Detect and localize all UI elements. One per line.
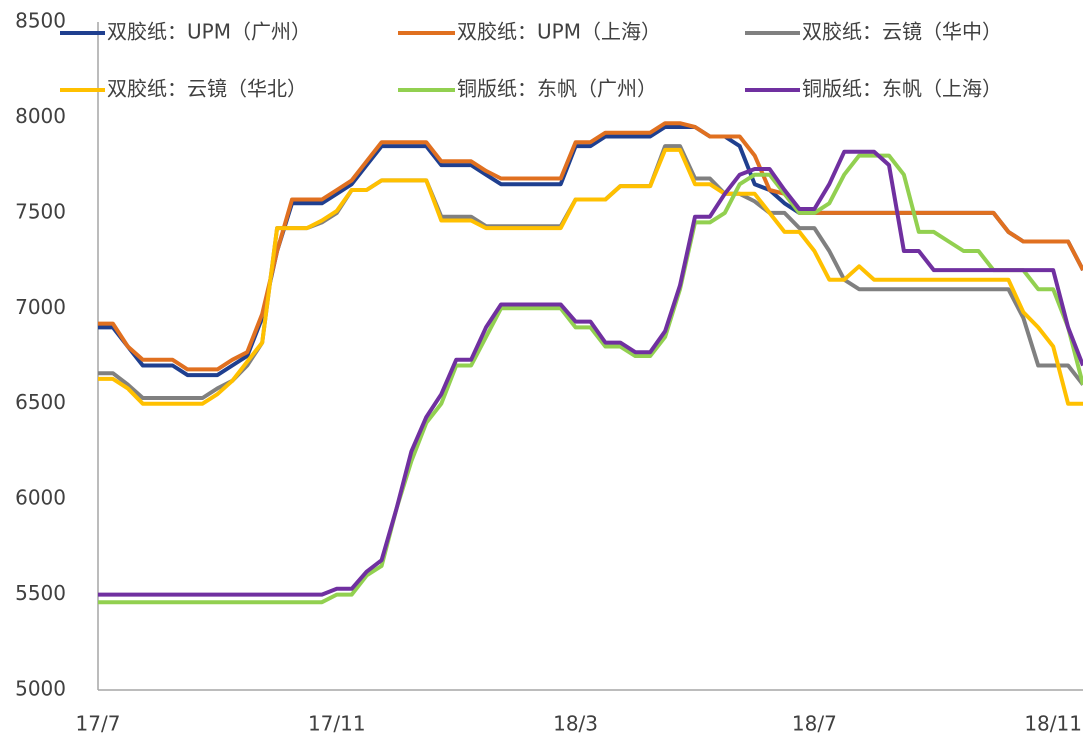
x-tick-label: 18/3 [553,712,598,736]
series-line [98,125,1083,378]
legend-label: 铜版纸：东帆（上海） [802,77,1002,101]
series-line [98,121,1083,372]
x-tick-label: 18/11 [1024,712,1082,736]
series-line [98,149,1083,597]
y-tick-label: 5000 [15,677,66,701]
legend-label: 双胶纸：UPM（广州） [107,20,311,44]
y-tick-label: 8000 [15,104,66,128]
y-tick-label: 5500 [15,581,66,605]
series-line [98,153,1083,605]
y-tick-label: 7000 [15,295,66,319]
y-tick-label: 7500 [15,199,66,223]
x-tick-label: 17/11 [308,712,366,736]
y-tick-label: 6000 [15,486,66,510]
x-tick-label: 18/7 [792,712,837,736]
legend-label: 铜版纸：东帆（广州） [457,77,657,101]
y-tick-label: 8500 [15,9,66,33]
series-line [98,147,1083,406]
y-tick-label: 6500 [15,390,66,414]
x-tick-label: 17/7 [76,712,121,736]
legend-label: 双胶纸：云镜（华中） [802,20,1002,44]
legend-label: 双胶纸：UPM（上海） [457,20,661,44]
legend-label: 双胶纸：云镜（华北） [107,77,307,101]
